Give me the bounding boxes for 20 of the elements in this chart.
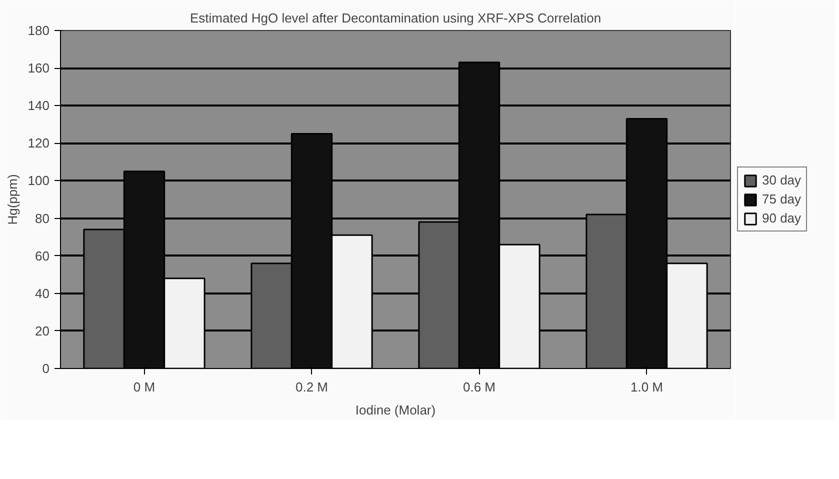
y-tick-label: 180 <box>28 23 50 38</box>
x-tick-label: 1.0 M <box>630 380 664 394</box>
y-tick-label: 40 <box>35 286 50 301</box>
x-axis-title: Iodine (Molar) <box>355 402 436 418</box>
y-tick-label: 20 <box>35 323 50 338</box>
y-axis-title: Hg(ppm) <box>4 174 20 225</box>
y-tick-label: 140 <box>28 98 50 114</box>
x-tick-label: 0 M <box>133 380 156 394</box>
y-tick-label: 60 <box>35 248 50 264</box>
x-tick-label: 0.6 M <box>462 380 496 394</box>
x-tick-label: 0.2 M <box>295 380 328 394</box>
legend-label: 75 day <box>762 192 802 206</box>
y-tick-label: 100 <box>28 173 50 188</box>
y-tick-label: 160 <box>28 60 50 76</box>
y-tick-label: 120 <box>28 136 50 151</box>
legend-label: 30 day <box>762 172 802 188</box>
chart-title: Estimated HgO level after Decontamination using XRF-XPS Correlation <box>190 10 602 26</box>
y-tick-label: 80 <box>35 210 50 226</box>
legend-label: 90 day <box>762 210 802 226</box>
y-tick-label: 0 <box>42 361 50 376</box>
